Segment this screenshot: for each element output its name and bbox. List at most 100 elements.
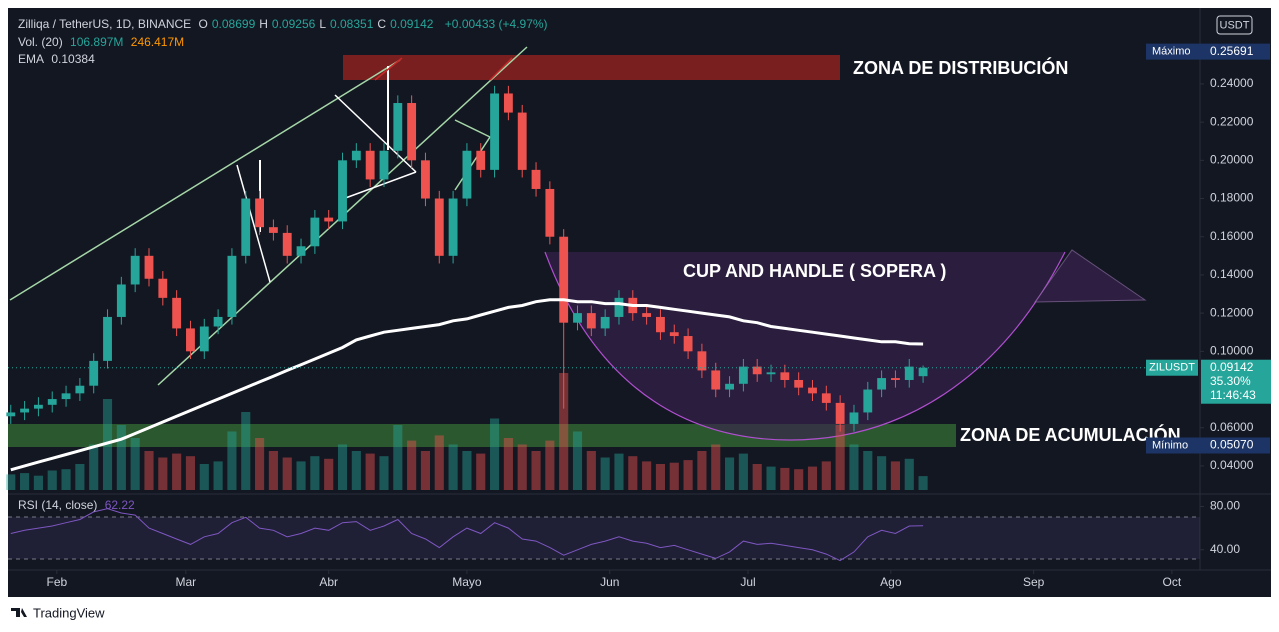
- candle-body: [725, 383, 734, 390]
- volume-bar: [130, 438, 140, 490]
- max-badge: [1146, 43, 1270, 60]
- candle-body: [517, 112, 527, 170]
- candle-body: [172, 297, 182, 329]
- volume-bar: [365, 453, 375, 490]
- y-tick-label: 0.10000: [1210, 344, 1254, 358]
- volume-bar: [476, 453, 486, 490]
- volume-bar: [863, 451, 873, 490]
- volume-bar: [724, 457, 735, 490]
- candle-body: [47, 399, 57, 405]
- candle-body: [462, 150, 472, 199]
- candle-body: [144, 255, 154, 279]
- symbol-badge: [1146, 359, 1198, 376]
- labels: ZONA DE DISTRIBUCIÓN CUP AND HANDLE ( SO…: [8, 15, 1271, 632]
- volume-bar: [296, 461, 306, 490]
- last-price: 0.09142: [1210, 360, 1254, 374]
- legend-ema: EMA 0.10384: [18, 52, 99, 66]
- currency: USDT: [1220, 19, 1250, 31]
- candle-body: [6, 412, 16, 417]
- candle-body: [20, 408, 30, 413]
- rsi-line: [10, 508, 924, 562]
- volume-bar: [531, 451, 541, 490]
- legend-rsi: RSI (14, close) 62.22: [18, 498, 139, 512]
- volume-bar: [890, 461, 900, 490]
- y-tick-label: 0.04000: [1210, 458, 1254, 472]
- candle-body: [130, 255, 140, 285]
- candle-body: [61, 393, 71, 400]
- candle-body: [918, 367, 928, 377]
- candle-body: [296, 246, 306, 256]
- volume-bar: [780, 467, 790, 490]
- volume-bar: [586, 451, 596, 490]
- volume-bar: [614, 453, 624, 490]
- candle-body: [241, 198, 251, 256]
- volume-value: 106.897M: [70, 35, 124, 49]
- y-tick-label: 0.12000: [1210, 305, 1254, 319]
- ohlc-key: H: [259, 17, 268, 31]
- legend-main: Zilliqa / TetherUS, 1D, BINANCE O 0.08699…: [18, 17, 552, 31]
- volume-bar: [821, 461, 831, 490]
- ema-line: [10, 298, 924, 472]
- volume-bar: [144, 451, 154, 490]
- currency-badge[interactable]: [1216, 15, 1253, 35]
- rsi-tick-label: 80.00: [1210, 499, 1240, 513]
- candle-body: [116, 284, 126, 317]
- ema-name: EMA: [18, 52, 45, 66]
- volume-bar: [503, 438, 513, 490]
- volume-bar: [241, 412, 251, 490]
- candle-body: [338, 160, 347, 222]
- volume-bar: [517, 444, 527, 490]
- x-tick-label: Oct: [1163, 575, 1182, 589]
- volume-bar: [75, 464, 85, 490]
- volume-bar: [20, 473, 30, 490]
- candle-body: [379, 150, 389, 180]
- volume-bar: [324, 458, 334, 490]
- volume-bar: [669, 462, 679, 490]
- candle-body: [752, 366, 762, 375]
- candle-body: [103, 316, 112, 361]
- volume-bar: [835, 425, 845, 490]
- min-badge: [1146, 437, 1270, 454]
- candle-body: [89, 360, 99, 386]
- max-value: 0.25691: [1210, 44, 1254, 58]
- candle-body: [697, 351, 707, 371]
- y-tick-label: 0.06000: [1210, 420, 1254, 434]
- candle-body: [600, 316, 610, 329]
- volume-bar: [849, 444, 859, 490]
- volume-bar: [47, 470, 57, 490]
- change: +0.00433 (+4.97%): [444, 17, 548, 31]
- volume-bar: [545, 440, 555, 490]
- candle-body: [573, 313, 582, 323]
- y-tick-label: 0.22000: [1210, 114, 1254, 128]
- peak-line: [374, 57, 403, 81]
- volume-bar: [683, 460, 693, 490]
- flag-line: [236, 164, 271, 283]
- symbol-title: Zilliqa / TetherUS, 1D, BINANCE: [18, 17, 192, 31]
- x-tick-label: Sep: [1023, 575, 1045, 589]
- ohlc-value: 0.08699: [211, 17, 256, 31]
- candle-body: [683, 336, 693, 352]
- ohlc-key: O: [198, 17, 208, 31]
- legend-volume: Vol. (20) 106.897M 246.417M: [18, 35, 188, 49]
- rsi-tick-label: 40.00: [1210, 542, 1240, 556]
- volume-bar: [337, 444, 348, 490]
- volume-bar: [904, 458, 914, 490]
- candle-body: [808, 387, 817, 394]
- ohlc: O 0.08699 H 0.09256 L 0.08351 C 0.09142: [199, 17, 438, 31]
- y-tick-label: 0.16000: [1210, 229, 1254, 243]
- x-tick-label: Abr: [319, 575, 338, 589]
- volume-name: Vol. (20): [18, 35, 63, 49]
- min-label: Mínimo: [1152, 439, 1188, 451]
- candle-body: [324, 217, 334, 222]
- ohlc-value: 0.09256: [271, 17, 316, 31]
- candle-body: [642, 313, 652, 317]
- candle-body: [186, 328, 195, 352]
- volume-bar: [572, 431, 583, 490]
- volume-bar: [697, 451, 707, 490]
- candle-body: [545, 188, 555, 237]
- peak-line: [489, 57, 513, 81]
- candle-body: [891, 378, 900, 380]
- candle-body: [365, 150, 375, 180]
- x-tick-label: Jun: [600, 575, 619, 589]
- volume-bar: [559, 373, 569, 490]
